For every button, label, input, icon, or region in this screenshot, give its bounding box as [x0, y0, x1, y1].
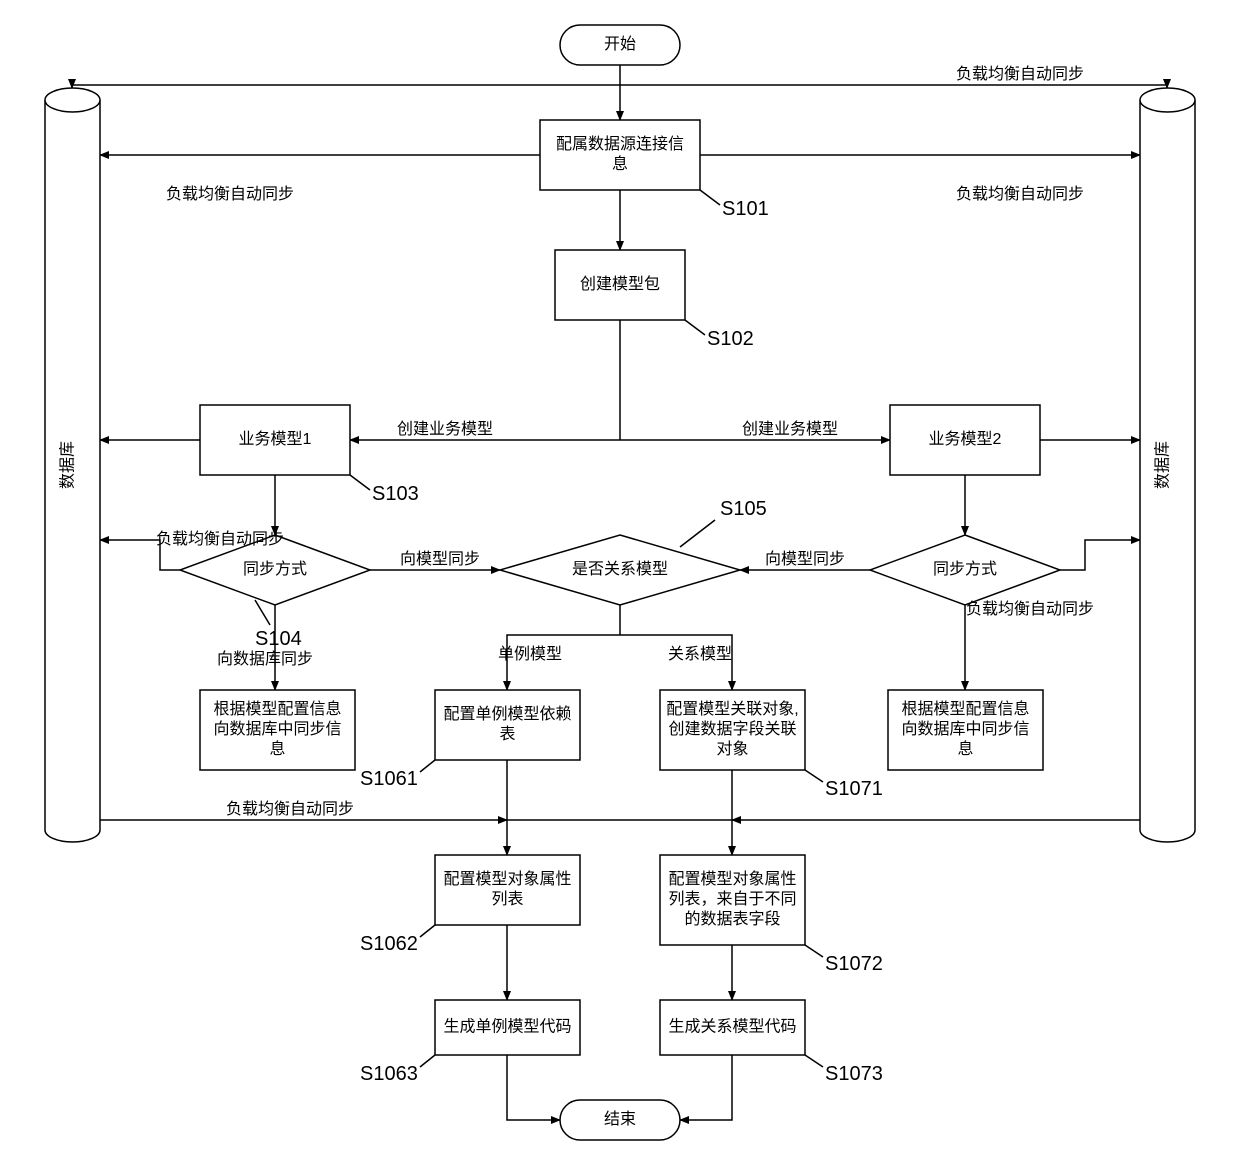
code-label: S1073 [825, 1063, 883, 1085]
svg-text:息: 息 [612, 155, 628, 173]
svg-text:生成单例模型代码: 生成单例模型代码 [443, 1018, 571, 1036]
svg-text:配置模型对象属性: 配置模型对象属性 [668, 870, 796, 888]
svg-text:配属数据源连接信: 配属数据源连接信 [556, 135, 684, 153]
svg-text:对象: 对象 [716, 740, 748, 758]
svg-text:创建业务模型: 创建业务模型 [742, 420, 838, 438]
svg-text:负载均衡自动同步: 负载均衡自动同步 [956, 65, 1084, 83]
code-label: S1071 [825, 778, 883, 800]
svg-text:创建数据字段关联: 创建数据字段关联 [668, 720, 796, 738]
edge [420, 1055, 435, 1067]
svg-text:配置单例模型依赖: 配置单例模型依赖 [443, 705, 571, 723]
svg-text:业务模型1: 业务模型1 [239, 430, 312, 448]
svg-text:息: 息 [957, 740, 973, 758]
edge [680, 1055, 732, 1120]
svg-text:向数据库同步: 向数据库同步 [217, 650, 313, 668]
svg-text:生成关系模型代码: 生成关系模型代码 [668, 1018, 796, 1036]
code-label: S1061 [360, 768, 418, 790]
code-label: S102 [707, 328, 754, 350]
svg-text:创建模型包: 创建模型包 [580, 275, 660, 293]
svg-text:列表，来自于不同: 列表，来自于不同 [668, 890, 796, 908]
s1062-box [435, 855, 580, 925]
svg-text:列表: 列表 [491, 890, 523, 908]
svg-text:关系模型: 关系模型 [668, 645, 732, 663]
svg-text:单例模型: 单例模型 [498, 645, 562, 663]
code-label: S105 [720, 498, 767, 520]
svg-text:创建业务模型: 创建业务模型 [397, 420, 493, 438]
svg-text:负载均衡自动同步: 负载均衡自动同步 [956, 185, 1084, 203]
flowchart-canvas: 开始配属数据源连接信息创建模型包业务模型1业务模型2同步方式同步方式是否关系模型… [0, 0, 1240, 1164]
svg-text:负载均衡自动同步: 负载均衡自动同步 [156, 530, 284, 548]
svg-text:负载均衡自动同步: 负载均衡自动同步 [966, 600, 1094, 618]
edge [700, 190, 720, 205]
edge [72, 820, 507, 842]
svg-text:结束: 结束 [604, 1110, 636, 1128]
edge [732, 820, 1167, 842]
svg-text:配置模型关联对象,: 配置模型关联对象, [666, 700, 798, 718]
code-label: S1062 [360, 933, 418, 955]
svg-text:向模型同步: 向模型同步 [765, 550, 845, 568]
edge [507, 1055, 560, 1120]
svg-text:同步方式: 同步方式 [243, 560, 307, 578]
svg-text:根据模型配置信息: 根据模型配置信息 [901, 700, 1029, 718]
edge [685, 320, 705, 335]
svg-text:负载均衡自动同步: 负载均衡自动同步 [226, 800, 354, 818]
edge [680, 520, 715, 547]
svg-text:向模型同步: 向模型同步 [400, 550, 480, 568]
code-label: S104 [255, 628, 302, 650]
svg-text:是否关系模型: 是否关系模型 [572, 560, 668, 578]
code-label: S1072 [825, 953, 883, 975]
svg-text:同步方式: 同步方式 [933, 560, 997, 578]
svg-text:向数据库中同步信: 向数据库中同步信 [901, 720, 1029, 738]
edge [420, 925, 435, 937]
svg-text:负载均衡自动同步: 负载均衡自动同步 [166, 185, 294, 203]
svg-text:业务模型2: 业务模型2 [929, 430, 1002, 448]
code-label: S101 [722, 198, 769, 220]
svg-text:数据库: 数据库 [59, 441, 77, 489]
edge [805, 945, 823, 957]
edge [420, 760, 435, 772]
edge [805, 1055, 823, 1067]
s1061-box [435, 690, 580, 760]
svg-text:根据模型配置信息: 根据模型配置信息 [213, 700, 341, 718]
s101-box [540, 120, 700, 190]
code-label: S1063 [360, 1063, 418, 1085]
edge [72, 85, 620, 88]
code-label: S103 [372, 483, 419, 505]
edge [805, 770, 823, 782]
svg-text:配置模型对象属性: 配置模型对象属性 [443, 870, 571, 888]
edge [255, 600, 270, 625]
edge [350, 475, 370, 490]
svg-text:向数据库中同步信: 向数据库中同步信 [213, 720, 341, 738]
edge [620, 85, 1167, 88]
svg-text:数据库: 数据库 [1154, 441, 1172, 489]
svg-text:表: 表 [499, 725, 515, 743]
svg-text:的数据表字段: 的数据表字段 [684, 910, 780, 928]
edge [1060, 540, 1140, 570]
svg-text:息: 息 [269, 740, 285, 758]
svg-text:开始: 开始 [604, 35, 636, 53]
